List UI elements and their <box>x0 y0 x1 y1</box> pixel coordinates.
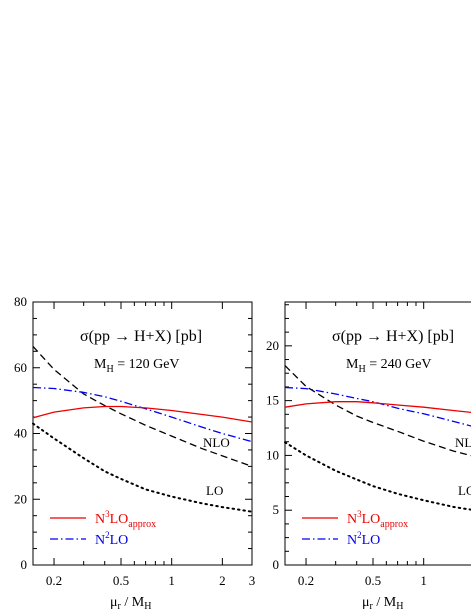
legend-label-n2lo: N2LO <box>347 530 380 548</box>
y-tick-label: 20 <box>14 491 27 506</box>
series-line-n2lo <box>32 386 253 443</box>
chart-subtitle: MH = 240 GeV <box>346 357 432 375</box>
x-tick-label: 0.5 <box>113 573 129 588</box>
x-tick-label: 2 <box>219 573 226 588</box>
x-tick-label: 1 <box>168 573 175 588</box>
chart-title: σ(pp → H+X) [pb] <box>80 328 202 345</box>
series-line-n2lo <box>284 386 471 427</box>
series-line-n3lo <box>32 405 253 423</box>
y-tick-label: 60 <box>14 360 27 375</box>
series-line-nlo <box>32 345 253 468</box>
nlo-curve-label: NLO <box>455 435 471 450</box>
y-tick-label: 80 <box>14 294 27 309</box>
x-axis-label: μr / MH <box>362 595 403 609</box>
y-tick-label: 0 <box>21 557 28 572</box>
x-tick-label: 0.5 <box>365 573 381 588</box>
series-line-nlo <box>284 365 471 457</box>
legend-label-n3lo: N3LOapprox <box>347 509 408 530</box>
series-line-lo <box>32 422 253 513</box>
x-tick-label: 3 <box>249 573 256 588</box>
chart-title: σ(pp → H+X) [pb] <box>332 328 454 345</box>
y-tick-label: 5 <box>273 502 280 517</box>
series-line-lo <box>284 441 471 511</box>
series-line-n3lo <box>284 401 471 413</box>
y-tick-label: 40 <box>14 426 27 441</box>
y-tick-label: 15 <box>266 393 279 408</box>
y-tick-label: 10 <box>266 447 279 462</box>
y-tick-label: 20 <box>266 338 279 353</box>
x-tick-label: 0.2 <box>298 573 314 588</box>
y-tick-label: 0 <box>273 557 280 572</box>
legend-label-n2lo: N2LO <box>95 530 128 548</box>
legend-label-n3lo: N3LOapprox <box>95 509 156 530</box>
chart-subtitle: MH = 120 GeV <box>94 357 180 375</box>
lo-curve-label: LO <box>206 483 223 498</box>
chart-panel-1: 0 20 40 60 80 0.2 0.5 1 2 3 σ(pp → H+X) [pb] MH = 1… <box>14 294 255 609</box>
x-tick-label: 0.2 <box>46 573 62 588</box>
x-tick-label: 1 <box>420 573 427 588</box>
plot-frame <box>284 301 471 566</box>
lo-curve-label: LO <box>458 483 471 498</box>
x-axis-label: μr / MH <box>110 595 151 609</box>
nlo-curve-label: NLO <box>203 435 230 450</box>
